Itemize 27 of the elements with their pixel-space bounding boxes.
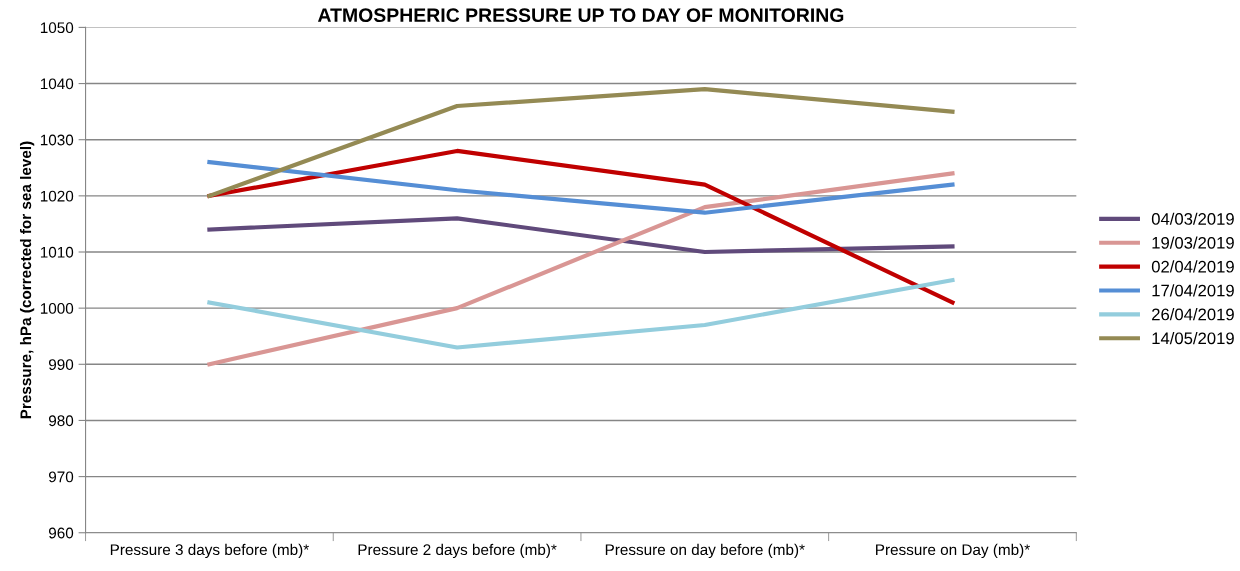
y-tick-label: 1030 (40, 134, 74, 146)
y-tick-label: 1040 (40, 78, 74, 90)
legend-label: 02/04/2019 (1151, 260, 1234, 273)
legend-label: 17/04/2019 (1152, 284, 1234, 297)
legend-label: 14/05/2019 (1152, 331, 1234, 345)
legend-label: 19/03/2019 (1152, 236, 1234, 249)
x-tick-label: Pressure on day before (mb)* (605, 543, 805, 559)
x-tick-label: Pressure on Day (mb)* (876, 543, 1030, 559)
y-tick-label: 990 (48, 359, 74, 370)
y-tick-label: 1050 (40, 22, 74, 34)
x-tick-label: Pressure 3 days before (mb)* (110, 543, 309, 559)
line-series (207, 216, 955, 255)
line-series (207, 277, 955, 350)
y-tick-label: 1000 (40, 303, 74, 314)
y-tick-label: 1010 (40, 246, 74, 258)
legend-label: 26/04/2019 (1152, 308, 1234, 321)
y-tick-label: 980 (48, 415, 74, 427)
line-series (207, 171, 955, 367)
line-series (207, 160, 955, 215)
line-series (207, 87, 955, 198)
y-axis-title: Pressure, hPa (corrected for sea level) (19, 141, 35, 419)
x-tick-label: Pressure 2 days before (mb)* (358, 543, 557, 559)
y-tick-label: 970 (48, 471, 74, 483)
y-tick-label: 1020 (40, 190, 74, 202)
y-tick-label: 960 (48, 527, 74, 539)
chart-title: ATMOSPHERIC PRESSURE UP TO DAY OF MONITORING (317, 8, 844, 23)
legend-label: 04/03/2019 (1151, 212, 1234, 225)
